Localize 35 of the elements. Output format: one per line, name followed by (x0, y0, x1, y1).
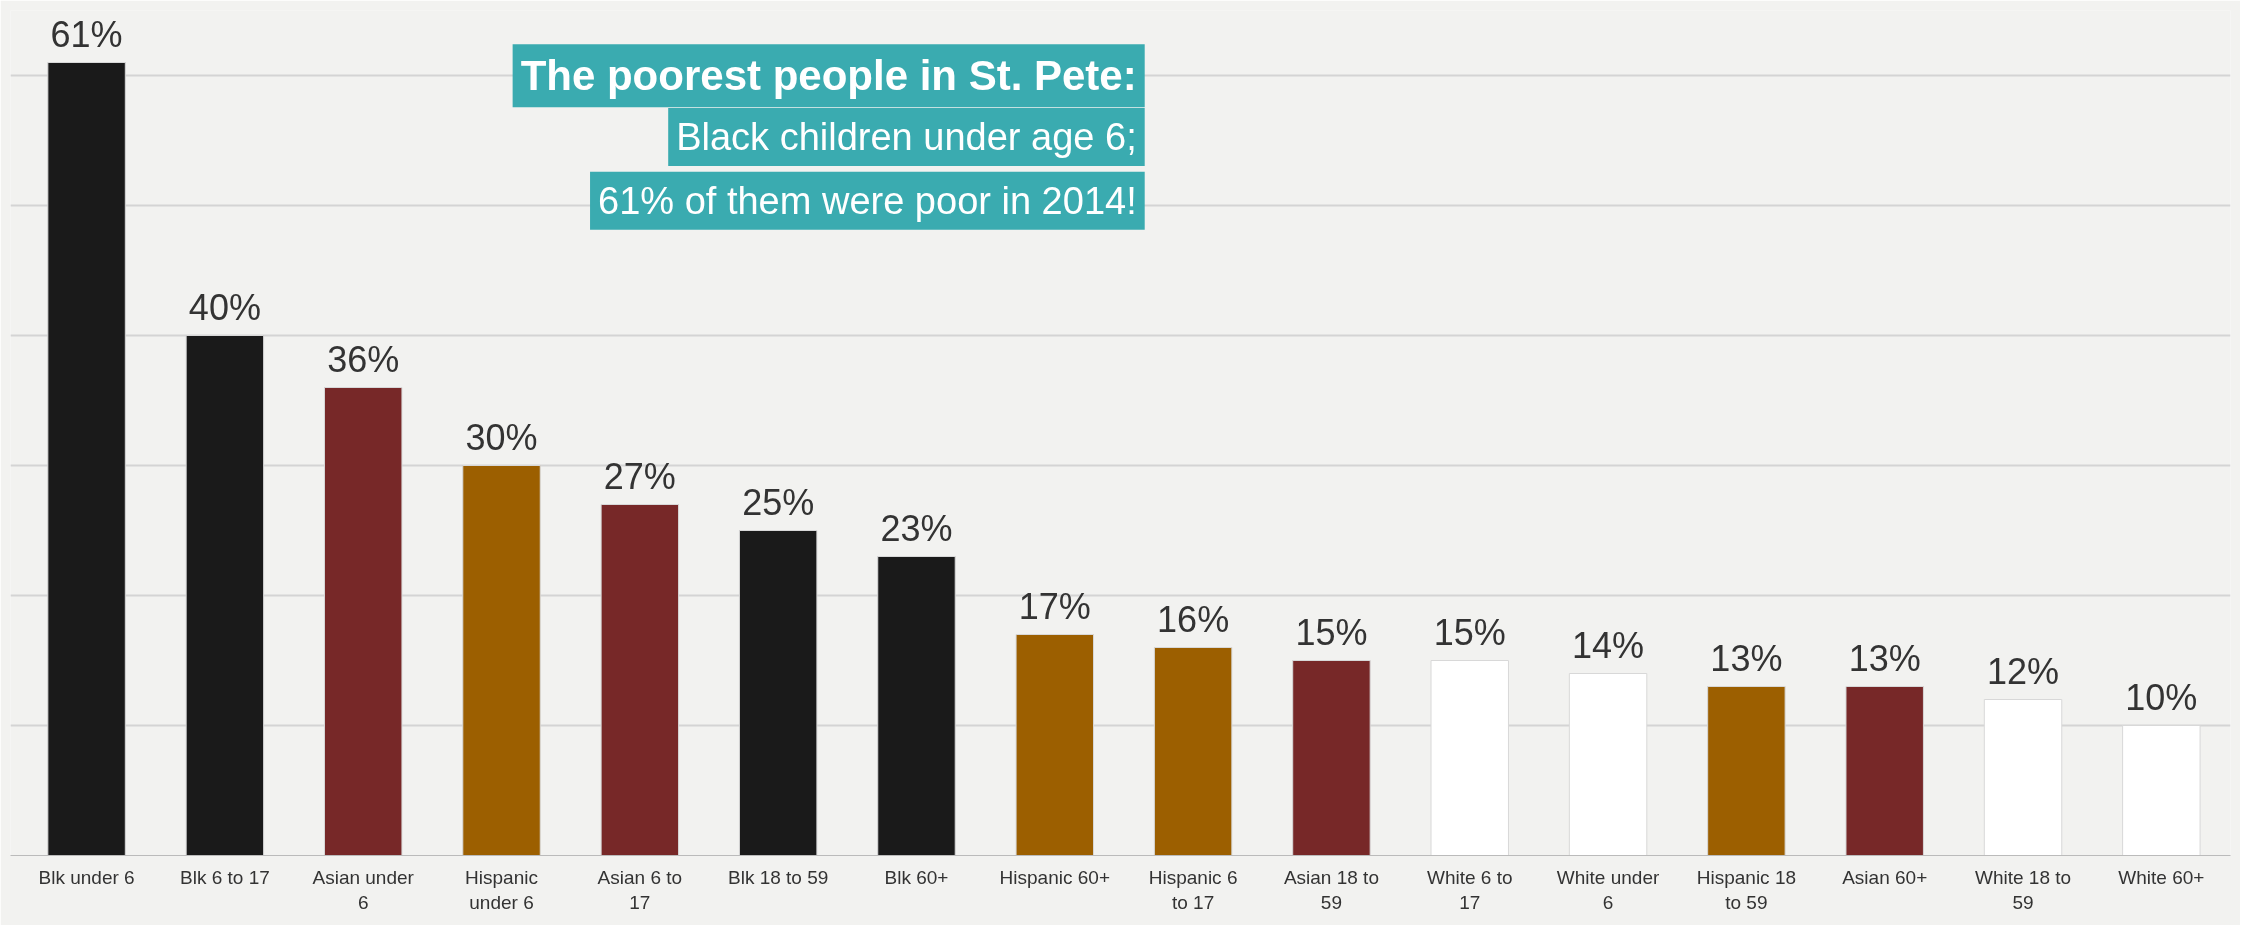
data-label: 15% (1295, 611, 1368, 653)
data-label: 10% (2125, 676, 2198, 718)
data-label: 14% (1572, 624, 1645, 666)
data-label: 13% (1848, 637, 1921, 679)
x-tick-label: Hispanic 60+ (999, 866, 1110, 888)
data-label: 13% (1710, 637, 1783, 679)
x-tick-label: White under 6 (1556, 866, 1660, 913)
data-label: 27% (603, 455, 676, 497)
x-tick-label: Blk 6 to 17 (180, 866, 270, 888)
data-label: 12% (1987, 650, 2060, 692)
data-label: 23% (880, 507, 953, 549)
annotation: 61% of them were poor in 2014! (598, 179, 1137, 222)
x-tick-label: White 60+ (2118, 866, 2205, 888)
x-tick-label: Hispanic 6 to 17 (1148, 866, 1238, 913)
x-tick-label: Blk under 6 (38, 866, 135, 888)
x-tick-label: Hispanic 18 to 59 (1696, 866, 1797, 913)
data-label: 61% (50, 13, 123, 55)
x-tick-label: Blk 60+ (884, 866, 949, 888)
data-label: 36% (327, 338, 400, 380)
data-label: 30% (465, 416, 538, 458)
data-label: 40% (188, 286, 261, 328)
annotation: The poorest people in St. Pete: (520, 52, 1137, 100)
x-tick-label: White 18 to 59 (1974, 866, 2072, 913)
data-label: 16% (1157, 598, 1230, 640)
data-label: 17% (1018, 585, 1091, 627)
data-label: 15% (1433, 611, 1506, 653)
x-tick-label: Blk 18 to 59 (727, 866, 829, 888)
annotation: Black children under age 6; (676, 116, 1137, 158)
x-tick-label: Asian 60+ (1842, 866, 1928, 888)
x-tick-label: White 6 to 17 (1426, 866, 1513, 913)
x-tick-label: Asian 6 to 17 (597, 866, 683, 913)
x-tick-label: Asian under 6 (312, 866, 415, 913)
data-label: 25% (742, 481, 815, 523)
x-tick-label: Asian 18 to 59 (1283, 866, 1379, 913)
x-tick-label: Hispanic under 6 (465, 866, 538, 913)
